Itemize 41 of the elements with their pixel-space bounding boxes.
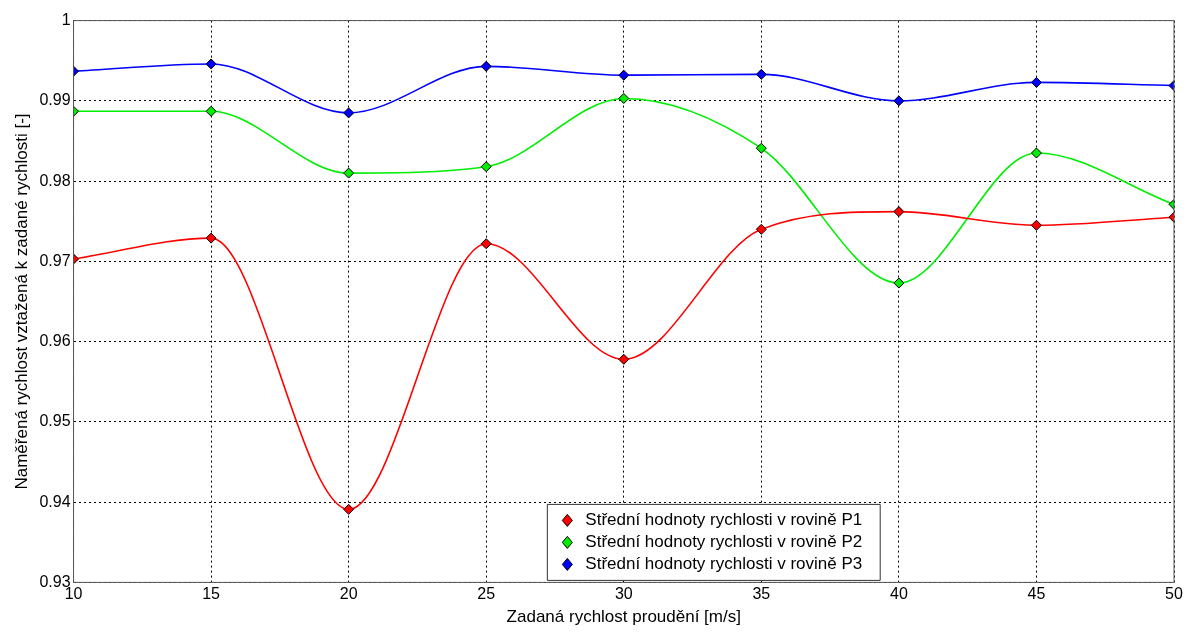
y-tick-label: 0.96 — [39, 332, 71, 350]
y-tick-label: 0.95 — [39, 412, 71, 430]
y-tick-label: 0.97 — [39, 251, 71, 269]
point — [1030, 219, 1042, 231]
point — [618, 92, 630, 104]
point — [618, 69, 630, 81]
y-tick-label: 1 — [61, 11, 71, 29]
legend-label: Střední hodnoty rychlosti v rovině P1 — [585, 510, 863, 530]
point — [893, 95, 905, 107]
y-axis-title: Naměřená rychlost vztažená k zadané rychlosti [-] — [11, 113, 31, 490]
x-tick-label: 20 — [339, 585, 358, 603]
x-tick-label: 45 — [1027, 585, 1046, 603]
point — [343, 107, 355, 119]
y-tick-label: 0.99 — [39, 91, 71, 109]
x-tick-label: 25 — [477, 585, 496, 603]
point — [1030, 76, 1042, 88]
point — [618, 353, 630, 365]
x-tick-label: 30 — [614, 585, 633, 603]
point — [755, 142, 767, 154]
x-tick-label: 40 — [889, 585, 908, 603]
point — [205, 232, 217, 244]
x-tick-label: 50 — [1165, 585, 1183, 603]
point — [755, 68, 767, 80]
point — [480, 60, 492, 72]
x-tick-label: 35 — [752, 585, 771, 603]
point — [343, 167, 355, 179]
point — [1030, 147, 1042, 159]
y-tick-label: 0.98 — [39, 171, 71, 189]
point — [893, 206, 905, 218]
point — [893, 277, 905, 289]
point — [480, 161, 492, 173]
point — [480, 238, 492, 250]
legend-label: Střední hodnoty rychlosti v rovině P2 — [585, 532, 863, 552]
legend-label: Střední hodnoty rychlosti v rovině P3 — [585, 554, 863, 574]
x-tick-label: 15 — [202, 585, 221, 603]
point — [755, 223, 767, 235]
y-tick-label: 0.94 — [39, 492, 71, 510]
point — [205, 105, 217, 117]
point — [205, 58, 217, 70]
point — [343, 503, 355, 515]
x-axis-title: Zadaná rychlost proudění [m/s] — [506, 607, 741, 627]
